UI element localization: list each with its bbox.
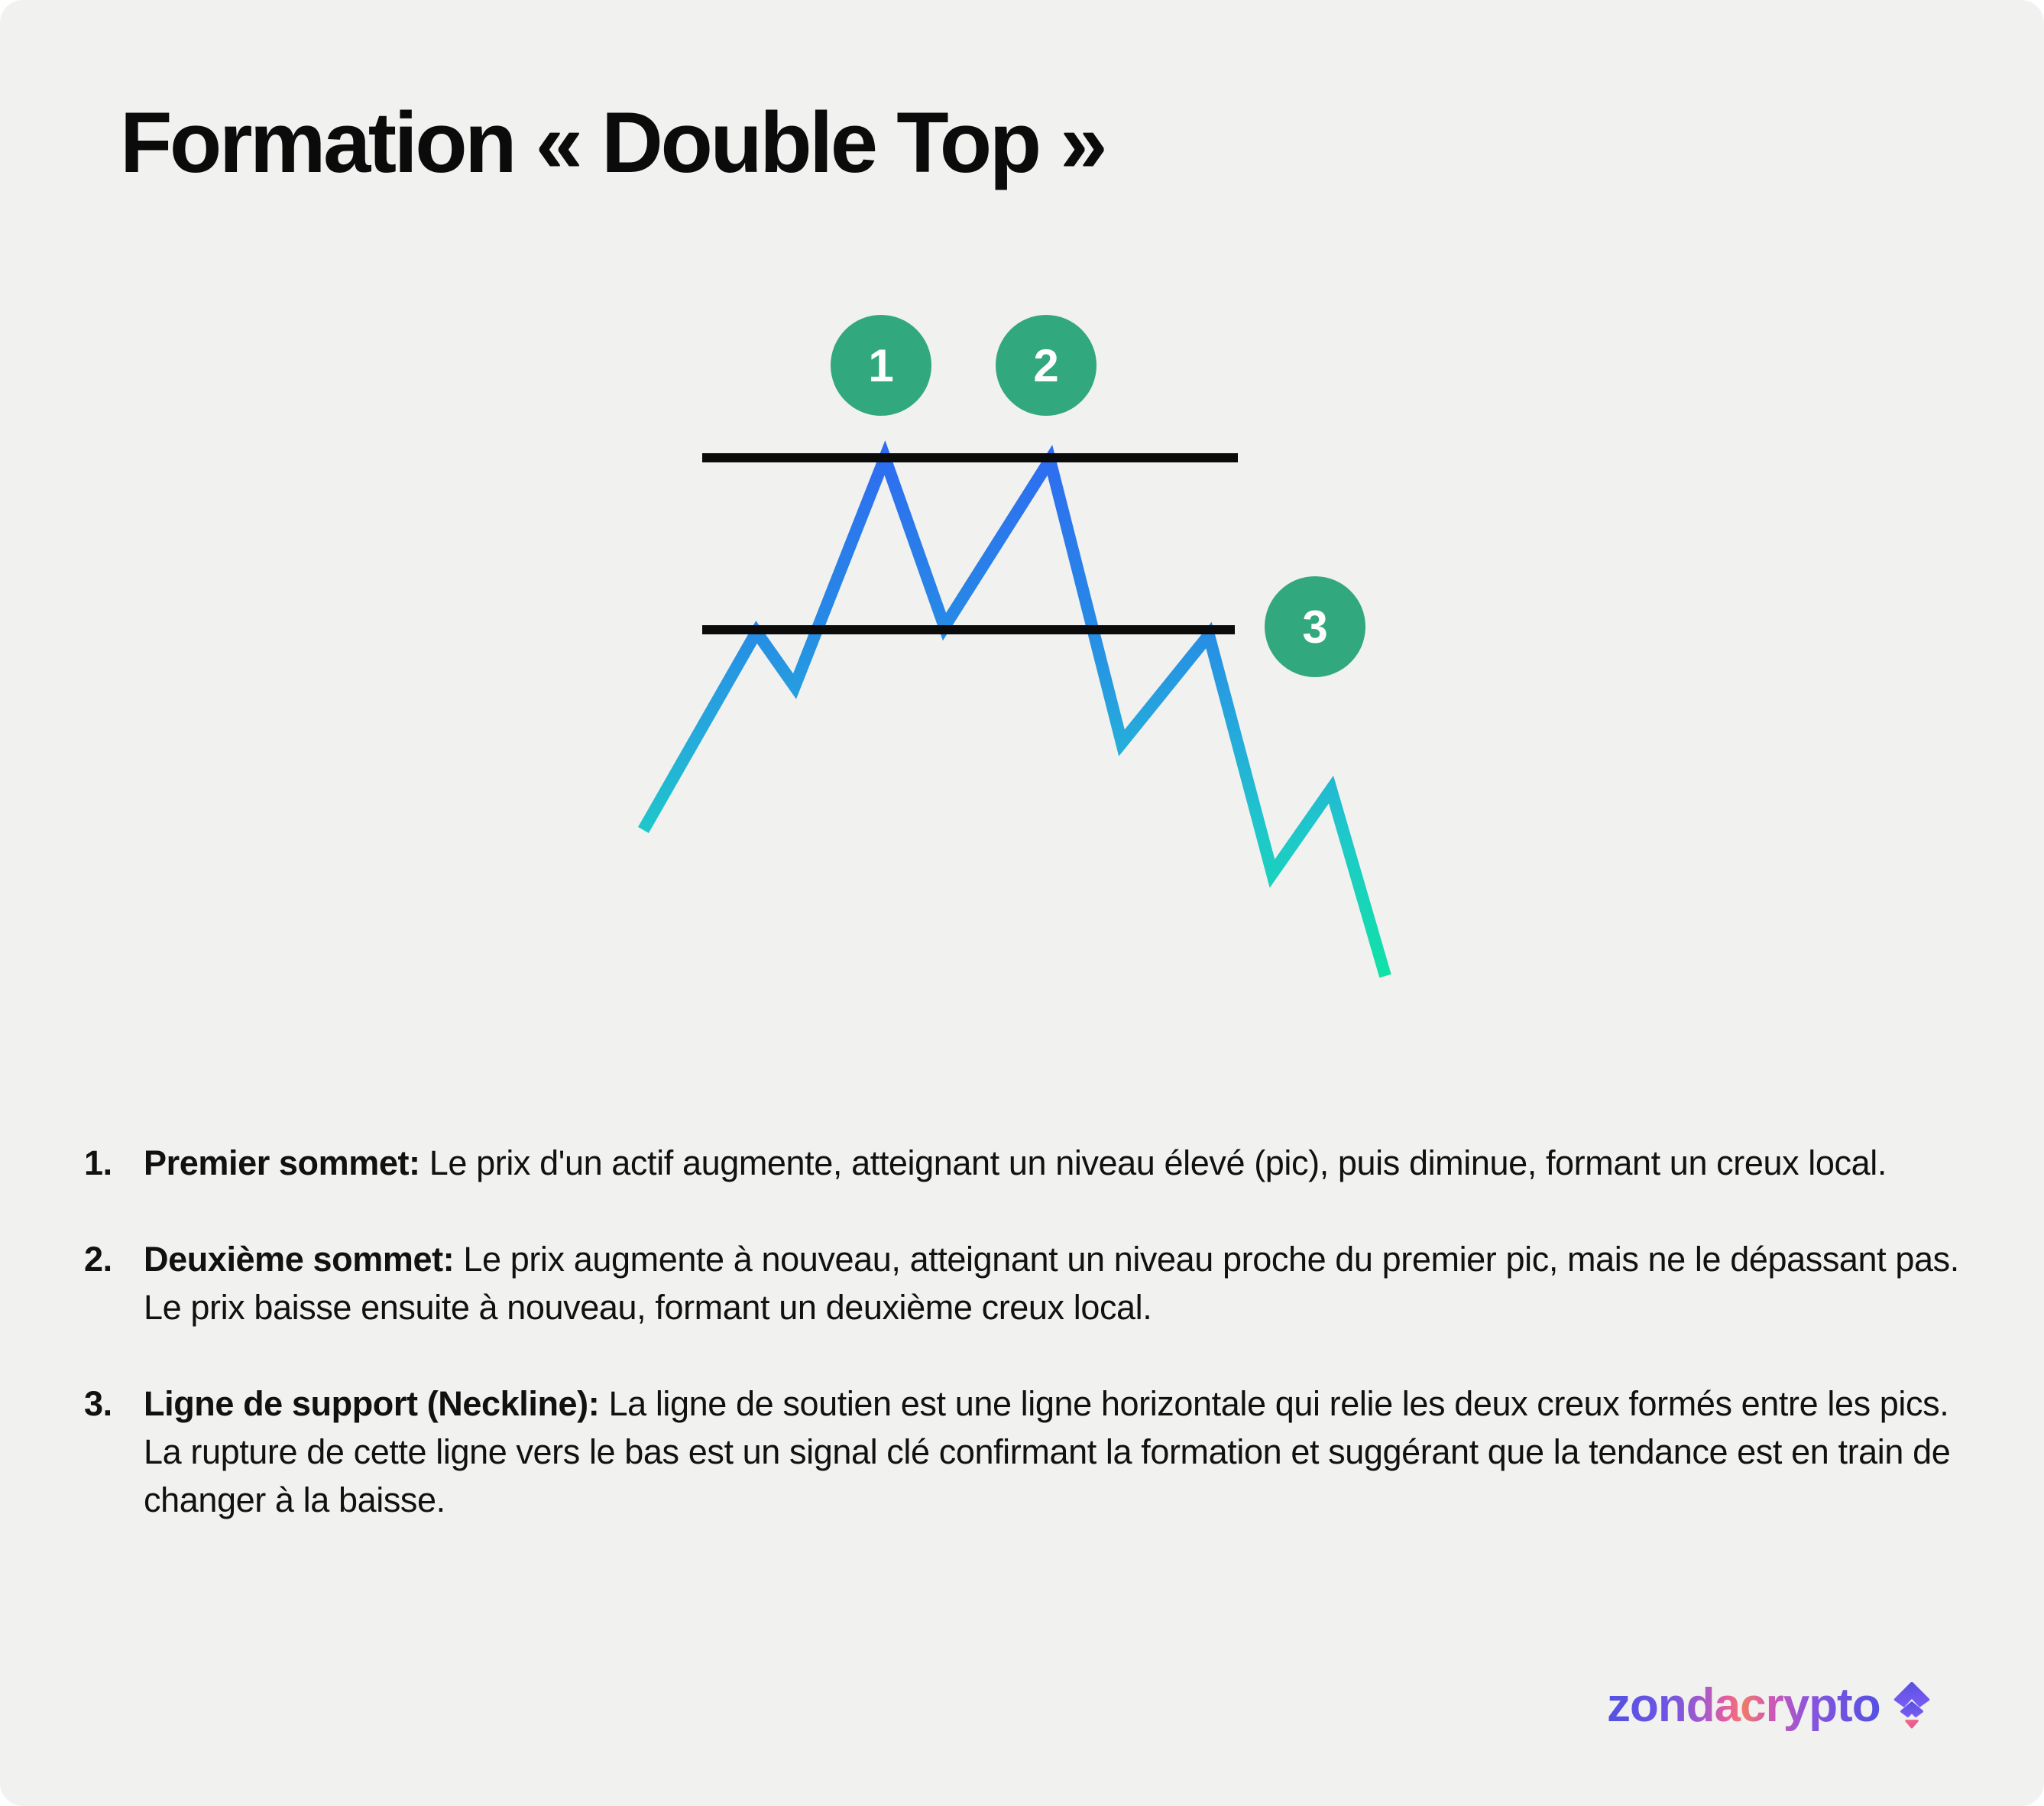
- item-text: Ligne de support (Neckline): La ligne de…: [144, 1380, 1965, 1524]
- badge-2-label: 2: [1033, 340, 1058, 391]
- item-number: 1.: [84, 1143, 112, 1182]
- page-title: Formation « Double Top »: [120, 95, 1108, 190]
- badge-3-label: 3: [1302, 601, 1327, 653]
- price-line: [638, 440, 1391, 978]
- explanation-list: 1. Premier sommet: Le prix d'un actif au…: [84, 1139, 1965, 1572]
- item-number: 3.: [84, 1384, 112, 1423]
- zonda-arrow-icon: [1893, 1681, 1929, 1728]
- badge-2: 2: [996, 315, 1097, 416]
- item-description: La ligne de soutien est une ligne horizo…: [144, 1384, 1951, 1519]
- list-item: 2. Deuxième sommet: Le prix augmente à n…: [84, 1235, 1965, 1331]
- item-number: 2.: [84, 1240, 112, 1279]
- item-description: Le prix augmente à nouveau, atteignant u…: [144, 1240, 1959, 1327]
- badge-3: 3: [1265, 576, 1365, 677]
- brand-logo-text: zondacrypto: [1607, 1679, 1881, 1732]
- brand-logo: zondacrypto: [1607, 1678, 1931, 1733]
- list-item: 3. Ligne de support (Neckline): La ligne…: [84, 1380, 1965, 1524]
- list-item: 1. Premier sommet: Le prix d'un actif au…: [84, 1139, 1965, 1187]
- item-lead: Ligne de support (Neckline):: [144, 1384, 600, 1423]
- item-text: Premier sommet: Le prix d'un actif augme…: [144, 1139, 1965, 1187]
- item-lead: Deuxième sommet:: [144, 1240, 455, 1279]
- item-description: Le prix d'un actif augmente, atteignant …: [429, 1143, 1887, 1182]
- item-lead: Premier sommet:: [144, 1143, 420, 1182]
- badge-1-label: 1: [868, 340, 893, 391]
- badge-1: 1: [831, 315, 931, 416]
- item-text: Deuxième sommet: Le prix augmente à nouv…: [144, 1235, 1965, 1331]
